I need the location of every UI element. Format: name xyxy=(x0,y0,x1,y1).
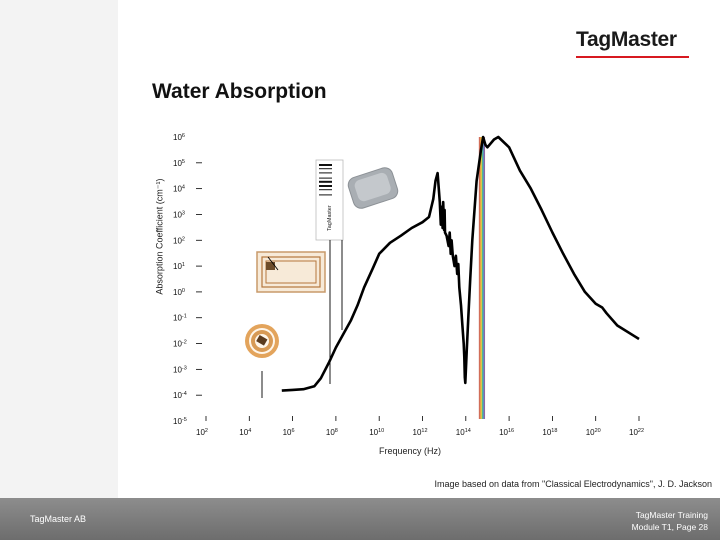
y-tick: 102 xyxy=(173,236,202,245)
absorption-chart: TagMaster 10610510410310210110010-110-21… xyxy=(173,133,644,437)
y-tick-label: 105 xyxy=(173,159,185,168)
x-tick: 1012 xyxy=(413,416,428,437)
x-tick-label: 104 xyxy=(239,428,251,437)
barcode-stripe xyxy=(319,185,332,187)
rfid-ticket-icon: TagMaster xyxy=(315,159,344,241)
y-tick-label: 104 xyxy=(173,185,185,194)
y-tick: 103 xyxy=(173,210,202,219)
visible-light-band xyxy=(478,137,486,419)
y-tick-label: 10-1 xyxy=(173,314,187,323)
barcode-stripe xyxy=(319,180,332,183)
footer-course-info: TagMaster Training Module T1, Page 28 xyxy=(548,509,708,533)
visible-band-stripe xyxy=(480,137,483,419)
x-tick: 106 xyxy=(283,416,295,437)
barcode-stripe xyxy=(319,164,332,166)
x-tick-label: 1012 xyxy=(413,428,428,437)
ticket-label: TagMaster xyxy=(327,205,333,231)
x-tick: 1020 xyxy=(586,416,601,437)
x-tick-label: 1016 xyxy=(499,428,514,437)
left-sidebar xyxy=(0,0,118,498)
y-axis-label: Absorption Coefficient (cm⁻¹) xyxy=(154,178,165,295)
y-tick-label: 106 xyxy=(173,133,185,142)
y-tick-label: 10-4 xyxy=(173,391,187,400)
y-tick: 10-5 xyxy=(173,417,187,426)
barcode-stripe xyxy=(319,189,332,191)
visible-band-stripe xyxy=(482,137,485,419)
x-tick-label: 102 xyxy=(196,428,208,437)
y-tick: 105 xyxy=(173,159,202,168)
y-tick: 10-1 xyxy=(173,314,202,323)
x-tick-label: 108 xyxy=(326,428,338,437)
barcode-stripe xyxy=(319,194,332,196)
x-axis-label: Frequency (Hz) xyxy=(378,446,441,456)
rfid-reader-icon xyxy=(347,167,399,209)
visible-band-stripe xyxy=(478,137,481,419)
x-tick: 1022 xyxy=(629,416,644,437)
x-tick: 108 xyxy=(326,416,338,437)
footer-company: TagMaster AB xyxy=(30,514,87,524)
x-tick-label: 1020 xyxy=(586,428,601,437)
barcode-stripe xyxy=(319,172,332,174)
y-tick: 101 xyxy=(173,262,202,271)
y-tick-label: 10-3 xyxy=(173,365,187,374)
footer-bar: TagMaster AB TagMaster Training Module T… xyxy=(0,498,720,540)
barcode-stripe xyxy=(319,177,332,179)
visible-band-stripe xyxy=(479,137,482,419)
footer-course-line2: Module T1, Page 28 xyxy=(631,522,708,532)
y-tick-label: 10-5 xyxy=(173,417,187,426)
x-tick: 1018 xyxy=(542,416,557,437)
visible-band-stripe xyxy=(483,137,486,419)
x-tick: 1014 xyxy=(456,416,471,437)
barcode-stripe xyxy=(319,168,332,170)
absorption-curve xyxy=(281,135,640,392)
y-tick: 100 xyxy=(173,288,202,297)
footer-course-line1: TagMaster Training xyxy=(635,510,708,520)
x-tick-label: 1010 xyxy=(369,428,384,437)
x-tick-label: 1022 xyxy=(629,428,644,437)
page-title: Water Absorption xyxy=(152,80,327,103)
rfid-coil-tag-icon xyxy=(245,324,279,358)
x-axis: 102 104 106 108 1010 1012 1014 1016 1018 1020 1022 xyxy=(196,416,644,437)
x-tick: 102 xyxy=(196,416,208,437)
logo-underline xyxy=(576,56,689,58)
y-tick-label: 103 xyxy=(173,210,185,219)
x-tick-label: 106 xyxy=(283,428,295,437)
company-logo: TagMaster xyxy=(576,28,677,51)
rfid-card-icon xyxy=(256,251,326,293)
y-tick: 10-4 xyxy=(173,391,202,400)
x-tick-label: 1014 xyxy=(456,428,471,437)
y-tick: 10-3 xyxy=(173,365,202,374)
x-tick: 104 xyxy=(239,416,251,437)
y-tick: 106 xyxy=(173,133,185,142)
y-tick: 10-2 xyxy=(173,340,202,349)
y-tick-label: 101 xyxy=(173,262,185,271)
y-axis: 106 105 104 103 102 101 100 10-1 10-2 10-3 10-4 10-… xyxy=(173,133,202,426)
visible-band-stripe xyxy=(481,137,484,419)
source-note: Image based on data from "Classical Elec… xyxy=(434,479,712,489)
card-leader-line xyxy=(267,256,279,271)
y-tick-label: 100 xyxy=(173,288,185,297)
x-tick-label: 1018 xyxy=(542,428,557,437)
y-tick-label: 102 xyxy=(173,236,185,245)
x-tick: 1010 xyxy=(369,416,384,437)
x-tick: 1016 xyxy=(499,416,514,437)
y-tick-label: 10-2 xyxy=(173,340,187,349)
y-tick: 104 xyxy=(173,185,202,194)
